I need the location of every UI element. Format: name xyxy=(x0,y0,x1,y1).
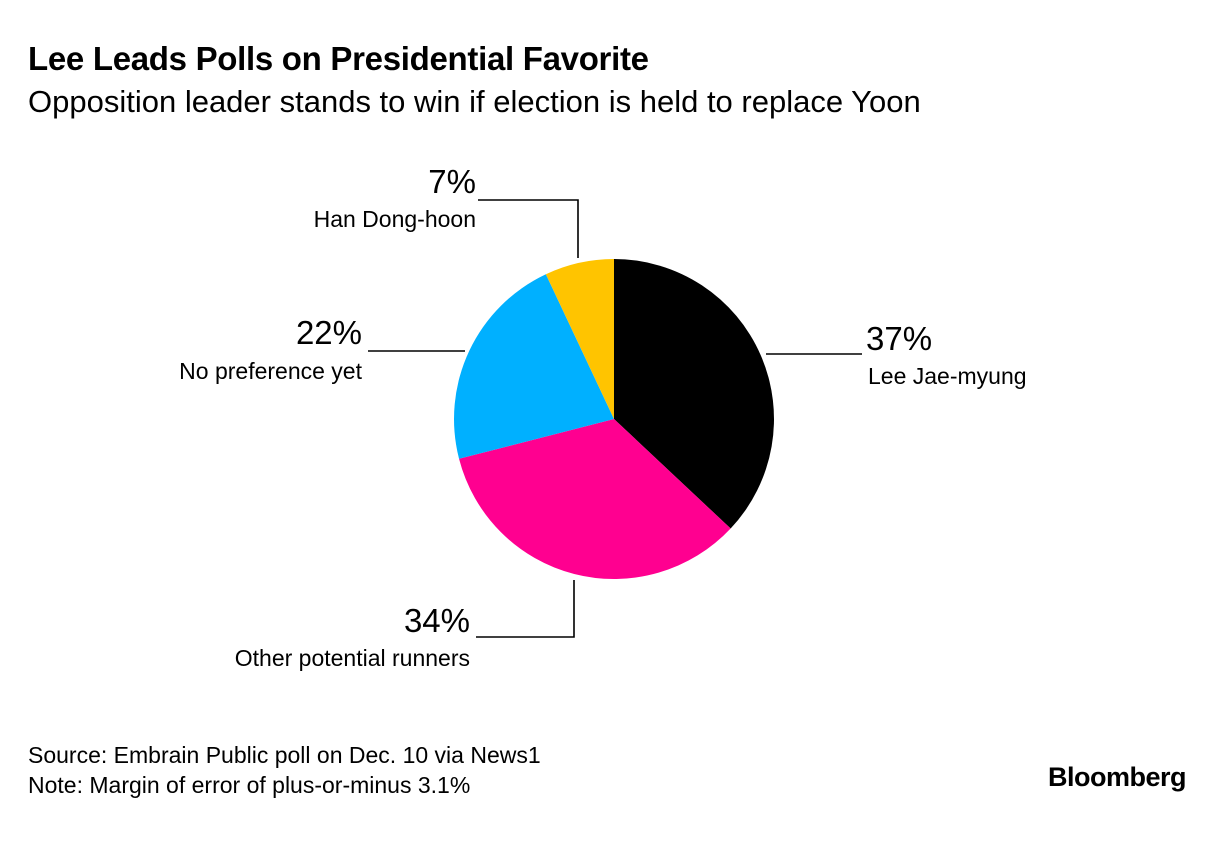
slice-name-label-lee: Lee Jae-myung xyxy=(868,363,1027,389)
chart-title: Lee Leads Polls on Presidential Favorite xyxy=(28,40,649,77)
chart-subtitle: Opposition leader stands to win if elect… xyxy=(28,84,921,119)
slice-name-label-other: Other potential runners xyxy=(235,645,470,671)
slice-value-label-han: 7% xyxy=(428,163,476,200)
slice-name-label-nopref: No preference yet xyxy=(179,358,362,384)
pie-slice-lee xyxy=(614,259,774,529)
bloomberg-logo: Bloomberg xyxy=(1048,762,1187,792)
slice-name-label-han: Han Dong-hoon xyxy=(314,206,476,232)
footer: Source: Embrain Public poll on Dec. 10 v… xyxy=(28,740,541,800)
margin-note: Note: Margin of error of plus-or-minus 3… xyxy=(28,772,471,798)
pie-slice-other xyxy=(459,419,731,579)
pie-slice-han xyxy=(545,259,614,419)
slice-value-label-other: 34% xyxy=(404,602,470,639)
slice-value-label-lee: 37% xyxy=(866,320,932,357)
leader-line-han xyxy=(478,199,579,258)
source-note: Source: Embrain Public poll on Dec. 10 v… xyxy=(28,742,541,768)
slice-value-label-nopref: 22% xyxy=(296,314,362,351)
pie-slice-nopref xyxy=(454,274,614,459)
leader-line-other xyxy=(476,580,575,638)
